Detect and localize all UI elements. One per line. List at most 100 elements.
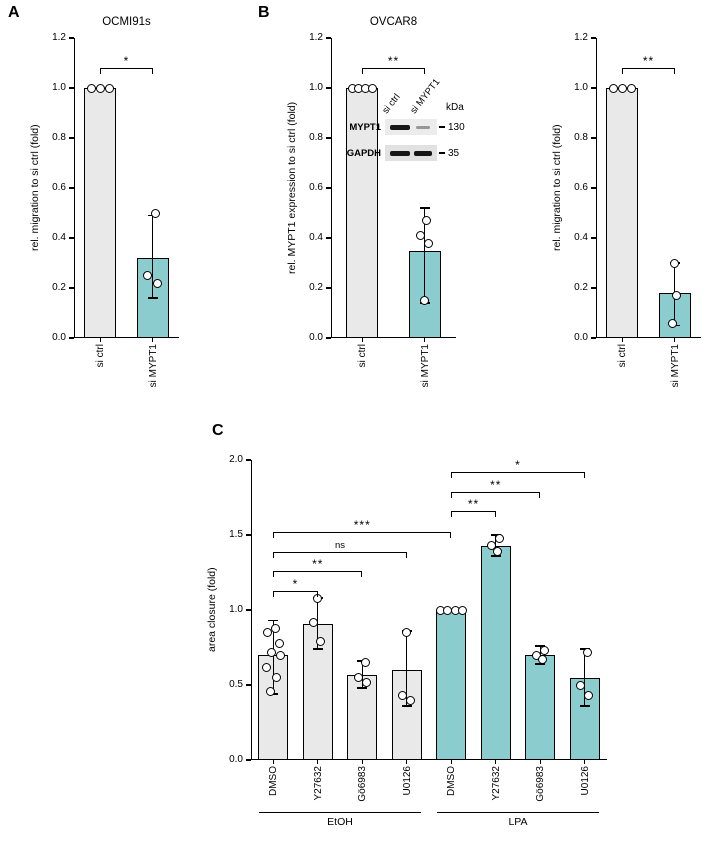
y-axis-tick [69, 337, 74, 339]
data-point [406, 695, 416, 705]
group-label: EtOH [327, 816, 353, 828]
bar [347, 674, 378, 760]
data-point [576, 680, 586, 690]
data-point [309, 617, 319, 627]
y-axis-tick [591, 187, 596, 189]
x-axis-tick [361, 338, 363, 342]
x-tick-label: si ctrl [617, 344, 629, 368]
data-point [617, 83, 627, 93]
y-tick-label: 0.2 [574, 282, 588, 293]
y-axis-tick [591, 287, 596, 289]
x-tick-label: U0126 [579, 766, 591, 796]
error-cap-bottom [579, 705, 590, 707]
plot-area [74, 38, 179, 338]
y-tick-label: 0.0 [309, 332, 323, 343]
plot-area [596, 38, 701, 338]
data-point [274, 638, 284, 648]
chart-title: OVCAR8 [369, 16, 418, 28]
data-point [672, 291, 682, 300]
data-point [539, 646, 549, 655]
panel-label-b: B [258, 4, 270, 21]
y-axis-label: area closure (fold) [206, 567, 218, 653]
bar [480, 545, 511, 760]
data-point [262, 628, 272, 637]
y-axis-tick [591, 87, 596, 89]
y-tick-label: 0.4 [52, 232, 66, 243]
y-tick-label: 0.4 [574, 232, 588, 243]
significance-bracket [451, 491, 541, 498]
group-underline [437, 812, 599, 814]
significance-label: ** [490, 477, 502, 492]
gapdh-si-mypt1-band [414, 151, 432, 156]
y-axis-tick [246, 459, 251, 461]
y-axis-tick [246, 534, 251, 536]
y-tick-label: 1.2 [309, 32, 323, 43]
plot-area [331, 38, 456, 338]
x-tick-label: si ctrl [357, 344, 369, 368]
data-point [266, 647, 276, 657]
y-tick-label: 1.0 [52, 82, 66, 93]
significance-label: ** [312, 557, 324, 571]
mypt1-si-ctrl-band [390, 125, 410, 130]
y-tick-label: 0.0 [229, 754, 243, 765]
y-tick-label: 0.6 [309, 182, 323, 193]
y-tick-label: 0.0 [52, 332, 66, 343]
x-axis-tick [539, 760, 541, 764]
group-underline [259, 812, 421, 814]
y-axis-tick [246, 759, 251, 761]
y-axis-tick [326, 187, 331, 189]
y-axis-tick [69, 187, 74, 189]
y-axis-tick [591, 337, 596, 339]
western-blot-inset: si ctrl si MYPT1 kDa MYPT1 130 GAPDH [343, 74, 493, 166]
y-axis-tick [69, 287, 74, 289]
bar [606, 88, 639, 338]
significance-bracket [362, 68, 425, 74]
bar [525, 655, 556, 760]
y-axis-tick [326, 37, 331, 39]
blot-marker-35: 35 [448, 147, 460, 159]
significance-label: ** [387, 54, 400, 68]
y-axis-tick [591, 37, 596, 39]
group-label: LPA [508, 816, 528, 828]
x-tick-label: Gö6983 [357, 766, 369, 802]
y-axis-tick [69, 237, 74, 239]
data-point [361, 677, 371, 687]
x-axis-tick [99, 338, 101, 342]
y-tick-label: 1.2 [52, 32, 66, 43]
x-tick-label: DMSO [268, 766, 280, 796]
significance-bracket [273, 590, 318, 597]
x-tick-label: DMSO [446, 766, 458, 796]
error-bar [152, 215, 154, 298]
data-point [270, 623, 280, 633]
data-point [95, 83, 105, 93]
panel-label-c: C [212, 422, 224, 439]
error-cap-bottom [312, 648, 323, 650]
data-point [398, 691, 408, 700]
error-cap-bottom [357, 687, 368, 689]
y-axis-tick [326, 287, 331, 289]
blot-lane-label-si-ctrl: si ctrl [380, 91, 403, 116]
y-axis-tick [69, 37, 74, 39]
data-point [487, 541, 497, 550]
x-axis-tick [621, 338, 623, 342]
significance-label: ns [334, 539, 346, 551]
x-tick-label: Gö6983 [535, 766, 547, 802]
y-tick-label: 1.5 [229, 529, 243, 540]
plot-area [251, 460, 607, 760]
blot-protein-label-gapdh: GAPDH [346, 147, 381, 159]
blot-kda-unit-label: kDa [446, 102, 464, 113]
blot-strip-gapdh [385, 145, 437, 161]
data-point [493, 547, 503, 556]
y-tick-label: 0.5 [229, 679, 243, 690]
error-cap-bottom [490, 555, 501, 557]
x-tick-label: Y27632 [490, 766, 502, 801]
y-axis-tick [591, 137, 596, 139]
data-point [424, 238, 434, 248]
data-point [626, 83, 636, 93]
x-axis-tick [317, 760, 319, 764]
chart-title: OCMI91s [102, 16, 151, 28]
x-tick-label: si MYPT1 [147, 344, 159, 388]
error-bar [272, 620, 274, 694]
x-axis-tick [152, 338, 154, 342]
